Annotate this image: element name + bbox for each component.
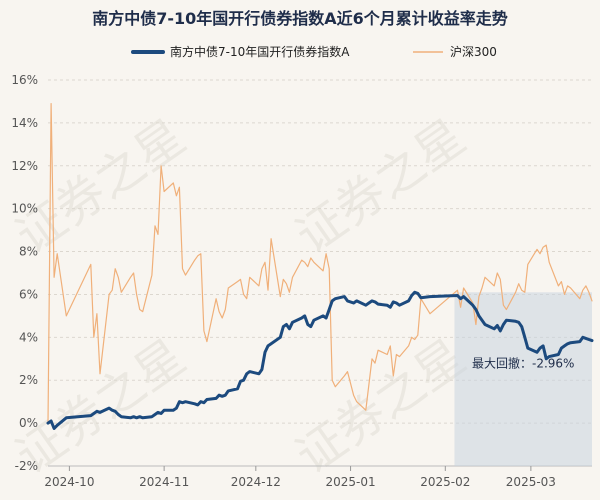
y-tick-label: 12% [11,159,38,173]
y-tick-label: 4% [19,330,38,344]
y-tick-label: -2% [15,459,38,473]
y-tick-label: 6% [19,287,38,301]
x-axis-ticks: 2024-10 2024-11 2024-12 2025-01 2025-02 2025-… [44,466,556,489]
legend-label-fund: 南方中债7-10年国开行债券指数A [170,44,350,59]
watermark-text: 证券之星 [6,109,195,265]
y-tick-label: 0% [19,416,38,430]
x-tick-label: 2025-01 [325,475,375,489]
y-tick-label: 14% [11,116,38,130]
max-drawdown-label: 最大回撤：-2.96% [472,355,574,370]
y-tick-label: 2% [19,373,38,387]
y-axis-ticks: -2% 0% 2% 4% 6% 8% 10% 12% 14% 16% [11,73,38,473]
x-tick-label: 2024-10 [44,475,94,489]
x-tick-label: 2024-12 [231,475,281,489]
x-tick-label: 2024-11 [139,475,189,489]
chart-title: 南方中债7-10年国开行债券指数A近6个月累计收益率走势 [92,9,508,28]
watermark-text: 证券之星 [286,329,475,485]
series-lines [46,102,594,430]
x-tick-label: 2025-03 [506,475,556,489]
legend: 南方中债7-10年国开行债券指数A 沪深300 [131,44,497,59]
y-tick-label: 16% [11,73,38,87]
series-line-fund [46,290,594,430]
watermark-text: 证券之星 [286,109,475,265]
max-drawdown-area [454,292,592,466]
y-tick-label: 8% [19,245,38,259]
y-tick-label: 10% [11,202,38,216]
x-tick-label: 2025-02 [420,475,470,489]
legend-label-csi300: 沪深300 [450,45,497,59]
max-drawdown-region [454,292,592,466]
series-line-csi300 [47,102,593,424]
